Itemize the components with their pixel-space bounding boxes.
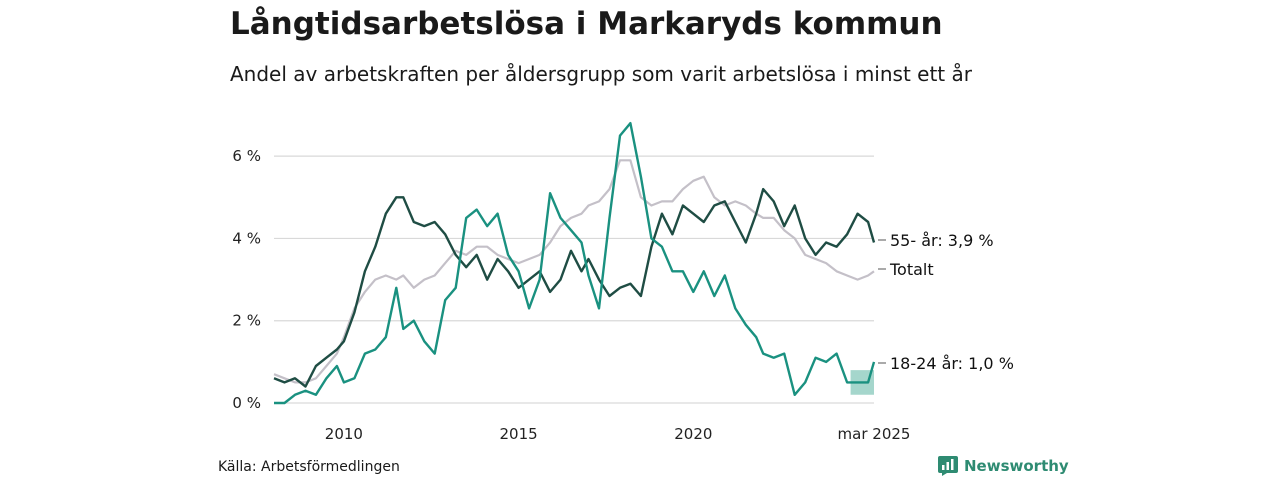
series-18-24-label: 18-24 år: 1,0 % xyxy=(890,354,1014,373)
x-tick-label: 2020 xyxy=(674,425,712,443)
series-55-line xyxy=(273,187,876,388)
y-tick-label: 6 % xyxy=(232,147,261,165)
newsworthy-logo-icon xyxy=(938,456,958,476)
y-axis-ticks: 0 % 2 % 4 % 6 % xyxy=(232,147,261,412)
series-labels: 55- år: 3,9 % Totalt 18-24 år: 1,0 % xyxy=(878,231,1014,373)
source-note: Källa: Arbetsförmedlingen xyxy=(218,459,400,475)
chart-title: Långtidsarbetslösa i Markaryds kommun xyxy=(230,6,943,42)
chart-subtitle: Andel av arbetskraften per åldersgrupp s… xyxy=(230,62,972,86)
series-18-24-line xyxy=(274,122,876,405)
series-total-line xyxy=(273,159,875,384)
x-axis-ticks: 2010 2015 2020 mar 2025 xyxy=(325,425,911,443)
y-tick-label: 4 % xyxy=(232,229,261,247)
x-tick-label: 2015 xyxy=(500,425,538,443)
brand-name: Newsworthy xyxy=(964,457,1069,475)
gridlines xyxy=(274,155,874,404)
series-total-label: Totalt xyxy=(889,260,934,279)
brand-logo: Newsworthy xyxy=(938,456,1069,476)
series-55-label: 55- år: 3,9 % xyxy=(890,231,994,250)
y-tick-label: 0 % xyxy=(232,394,261,412)
x-tick-label: 2010 xyxy=(325,425,363,443)
series-lines xyxy=(273,122,876,405)
x-tick-label: mar 2025 xyxy=(838,425,911,443)
y-tick-label: 2 % xyxy=(232,312,261,330)
